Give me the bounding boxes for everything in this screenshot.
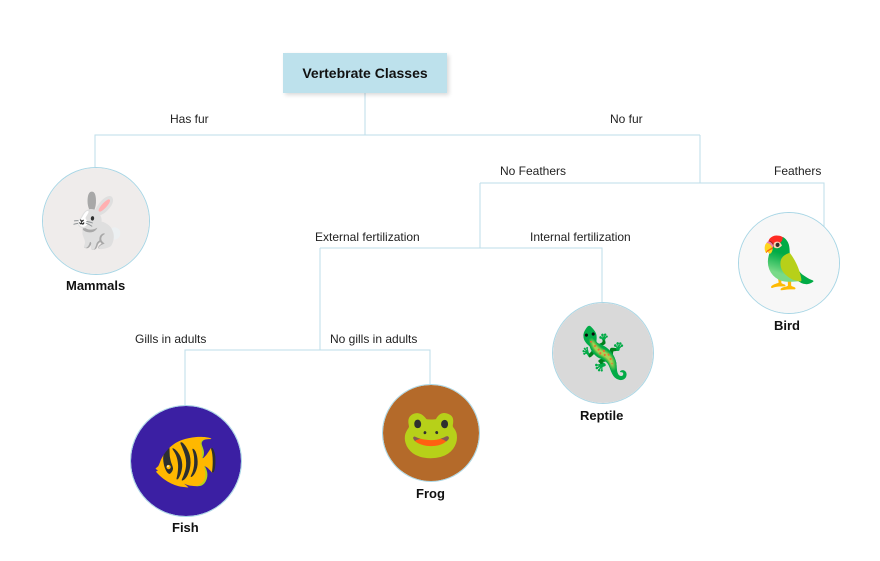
chameleon-icon: 🦎 (553, 303, 653, 403)
frog-icon: 🐸 (383, 385, 479, 481)
leaf-label-reptile: Reptile (580, 408, 623, 423)
fish-icon: 🐠 (131, 406, 241, 516)
leaf-fish: 🐠 (130, 405, 242, 517)
edge-label-feathers: Feathers (774, 164, 821, 178)
edge-label-has-fur: Has fur (170, 112, 209, 126)
leaf-reptile: 🦎 (552, 302, 654, 404)
rabbit-icon: 🐇 (43, 168, 149, 274)
root-label: Vertebrate Classes (302, 65, 427, 81)
edge-label-ext-fert: External fertilization (315, 230, 420, 244)
edge-label-no-feathers: No Feathers (500, 164, 566, 178)
edge-label-gills: Gills in adults (135, 332, 206, 346)
leaf-frog: 🐸 (382, 384, 480, 482)
edge-label-no-gills: No gills in adults (330, 332, 417, 346)
edge-label-no-fur: No fur (610, 112, 643, 126)
leaf-mammals: 🐇 (42, 167, 150, 275)
parrot-icon: 🦜 (739, 213, 839, 313)
edge-label-int-fert: Internal fertilization (530, 230, 631, 244)
leaf-label-frog: Frog (416, 486, 445, 501)
leaf-label-mammals: Mammals (66, 278, 125, 293)
leaf-label-fish: Fish (172, 520, 199, 535)
leaf-bird: 🦜 (738, 212, 840, 314)
leaf-label-bird: Bird (774, 318, 800, 333)
root-node: Vertebrate Classes (283, 53, 447, 93)
